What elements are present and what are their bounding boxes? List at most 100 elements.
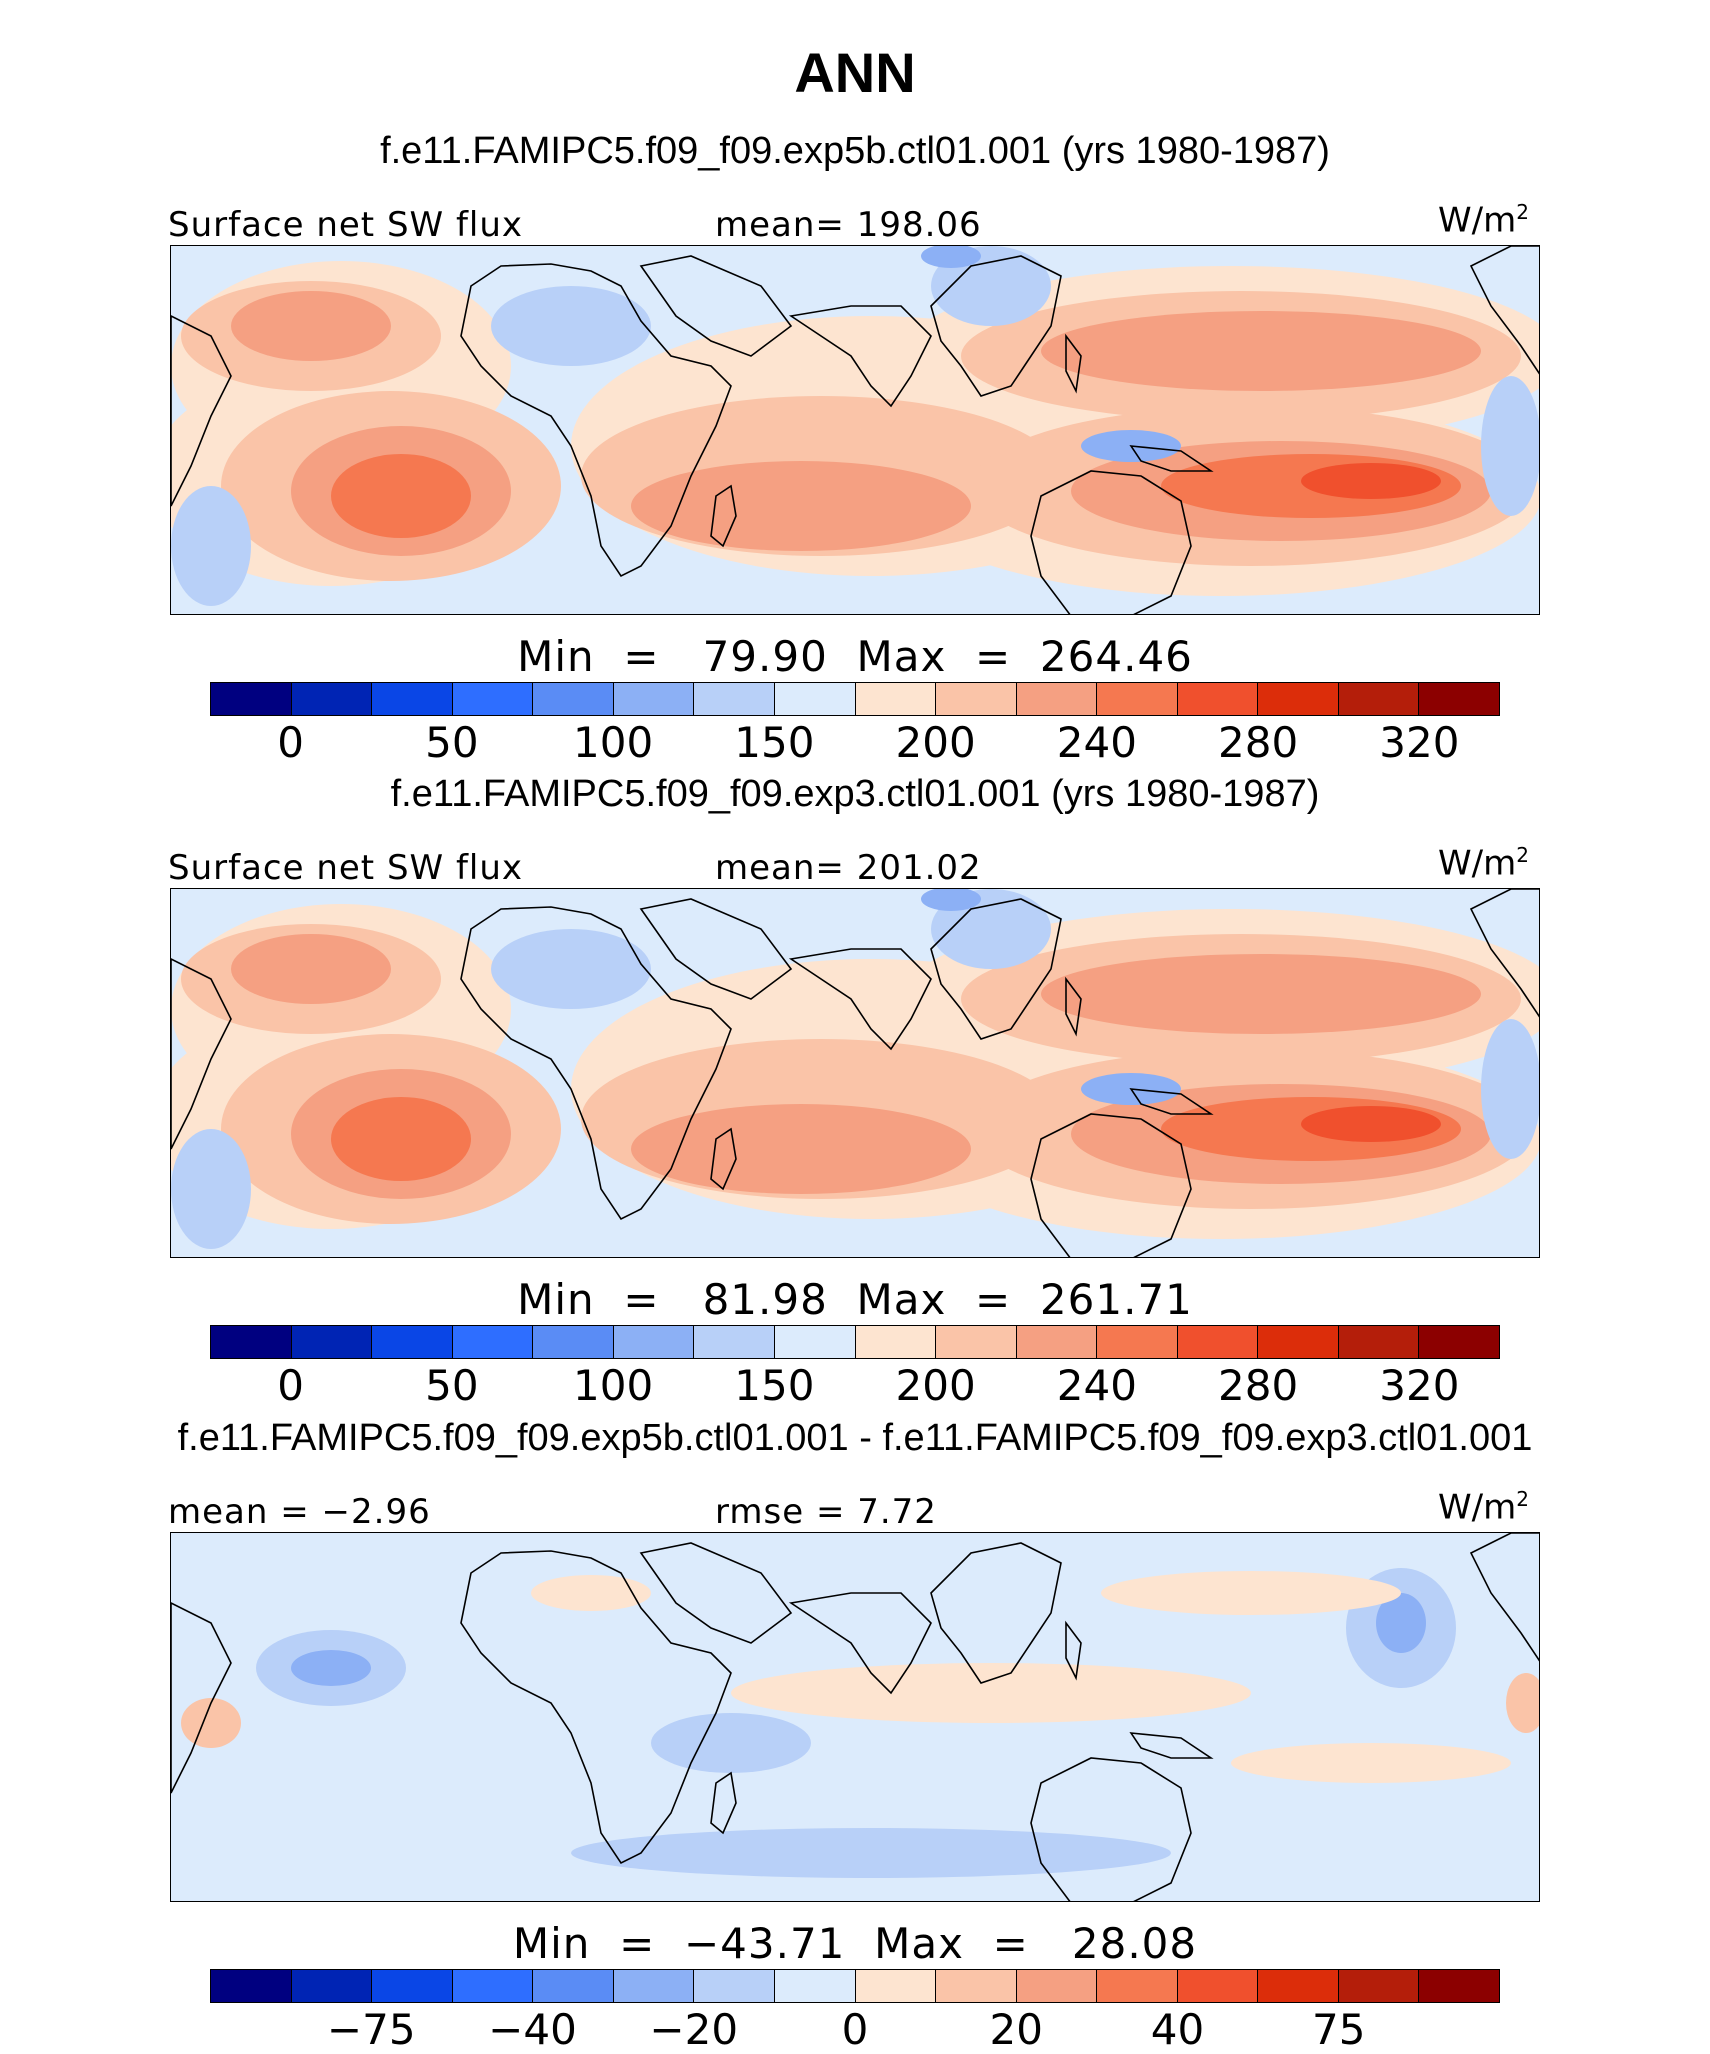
coastline-madagascar [710, 484, 737, 548]
units-text: W/m [1438, 1487, 1517, 1528]
colorbar-tick-label: 0 [841, 2005, 869, 2054]
colorbar-swatch [291, 1970, 373, 2002]
colorbar-tick-label: 320 [1379, 718, 1460, 767]
colorbar-swatch [533, 1326, 614, 1358]
colorbar-swatch [533, 1970, 614, 2002]
colorbar-swatch [1177, 1970, 1259, 2002]
coastline-south-america [171, 1602, 232, 1794]
units-superscript: 2 [1516, 200, 1529, 224]
coastline-arabia [639, 898, 793, 1000]
cloud-contour-4 [171, 1129, 251, 1249]
map-field-svg [171, 246, 1539, 614]
colorbar-2 [210, 1325, 1500, 1359]
colorbar-tick-label: 240 [1056, 1361, 1137, 1410]
map-field-svg [171, 1533, 1539, 1901]
field-contour-11 [631, 1104, 971, 1194]
colorbar-swatch [452, 1970, 534, 2002]
cloud-contour-0 [491, 286, 651, 366]
field-contour-14 [231, 291, 391, 361]
colorbar-tick-label: 320 [1379, 1361, 1460, 1410]
panel-case-title: f.e11.FAMIPC5.f09_f09.exp5b.ctl01.001 - … [177, 1417, 1533, 1459]
field-contour-17 [1301, 463, 1441, 499]
colorbar-swatch [1097, 1970, 1178, 2002]
colorbar-swatch [1016, 1326, 1098, 1358]
coastline-arabia [639, 255, 793, 357]
colorbar-swatch [1419, 1970, 1499, 2002]
coastline-australia [1030, 470, 1192, 614]
colorbar-swatch [1338, 1970, 1420, 2002]
colorbar-swatch [211, 683, 292, 715]
colorbar-swatch [1338, 1326, 1420, 1358]
field-contour-4 [731, 1663, 1251, 1723]
colorbar-swatch [774, 1326, 856, 1358]
units-superscript: 2 [1516, 843, 1529, 867]
coastline-india [788, 1592, 932, 1695]
colorbar-swatch [1419, 683, 1499, 715]
field-contour-17 [1301, 1106, 1441, 1142]
field-contour-9 [531, 1575, 651, 1611]
colorbar-tick-label: 0 [277, 1361, 304, 1410]
colorbar-tick-label: 20 [989, 2005, 1043, 2054]
colorbar-swatch [774, 1970, 856, 2002]
colorbar-tick-label: −20 [649, 2005, 739, 2054]
colorbar-tick-label: 100 [573, 718, 654, 767]
coastline-central-america [1469, 889, 1539, 1018]
coastline-india [788, 305, 932, 408]
map-panel-3 [170, 1532, 1540, 1902]
colorbar-tick-label: 50 [425, 718, 479, 767]
field-contour-12 [1041, 954, 1481, 1034]
colorbar-swatch [1097, 1326, 1178, 1358]
colorbar-swatch [1177, 1326, 1259, 1358]
panel-units: W/m2 [1438, 200, 1529, 240]
coastline-new-guinea [1129, 1732, 1214, 1759]
map-panel-2 [170, 888, 1540, 1258]
colorbar-tick-label: 200 [895, 718, 976, 767]
field-contour-1 [291, 1650, 371, 1686]
map-panel-1 [170, 245, 1540, 615]
colorbar-swatch [613, 1970, 695, 2002]
panel-center-label: mean= 201.02 [715, 848, 982, 888]
units-text: W/m [1438, 843, 1517, 884]
coastline-se-asia [930, 898, 1062, 1040]
cloud-contour-0 [491, 929, 651, 1009]
colorbar-swatch [936, 1970, 1017, 2002]
panel-center-label: rmse = 7.72 [715, 1492, 937, 1532]
colorbar-swatch [1258, 1970, 1339, 2002]
panel-min-max: Min = 81.98 Max = 261.71 [517, 1275, 1193, 1324]
colorbar-tick-label: −75 [326, 2005, 416, 2054]
coastline-philippines [1065, 333, 1082, 394]
panel-min-max: Min = 79.90 Max = 264.46 [517, 632, 1193, 681]
field-contour-6 [1231, 1743, 1511, 1783]
colorbar-tick-label: −40 [488, 2005, 577, 2054]
field-contour-14 [231, 934, 391, 1004]
panel-left-label: Surface net SW flux [168, 848, 524, 888]
coastline-australia [1030, 1113, 1192, 1257]
panel-units: W/m2 [1438, 1487, 1529, 1527]
colorbar-1 [210, 682, 1500, 716]
coastline-africa [460, 1550, 732, 1865]
colorbar-swatch [936, 1326, 1017, 1358]
colorbar-swatch [1016, 683, 1098, 715]
coastline-madagascar [710, 1127, 737, 1191]
panel-left-label: Surface net SW flux [168, 205, 524, 245]
coastline-south-america [171, 315, 232, 507]
colorbar-swatch [533, 683, 614, 715]
colorbar-swatch [372, 1970, 453, 2002]
field-contour-7 [651, 1713, 811, 1773]
colorbar-swatch [1419, 1326, 1499, 1358]
field-contour-11 [631, 461, 971, 551]
colorbar-swatch [694, 1326, 775, 1358]
colorbar-tick-label: 280 [1218, 718, 1299, 767]
colorbar-swatch [452, 1326, 534, 1358]
coastline-se-asia [930, 255, 1062, 397]
field-contour-8 [571, 1828, 1171, 1878]
colorbar-tick-label: 0 [277, 718, 304, 767]
colorbar-swatch [1097, 683, 1178, 715]
colorbar-swatch [855, 683, 937, 715]
colorbar-swatch [211, 1970, 292, 2002]
panel-case-title: f.e11.FAMIPC5.f09_f09.exp3.ctl01.001 (yr… [390, 773, 1320, 815]
colorbar-tick-label: 150 [734, 1361, 815, 1410]
colorbar-swatch [1016, 1970, 1098, 2002]
colorbar-tick-label: 280 [1218, 1361, 1299, 1410]
colorbar-tick-label: 40 [1150, 2005, 1205, 2054]
